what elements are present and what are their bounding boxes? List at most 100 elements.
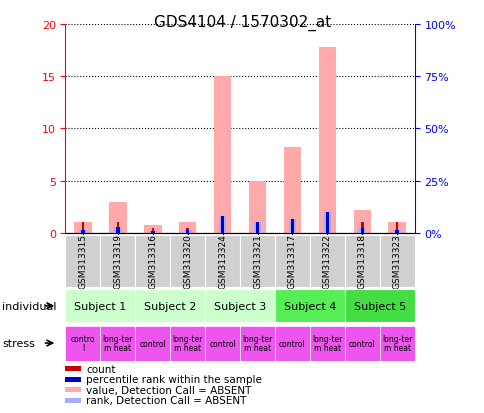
Bar bbox=[179, 223, 196, 233]
Text: Subject 2: Subject 2 bbox=[144, 301, 196, 311]
Bar bbox=[116, 227, 120, 233]
Bar bbox=[135, 235, 170, 287]
Text: Subject 5: Subject 5 bbox=[353, 301, 405, 311]
Text: value, Detection Call = ABSENT: value, Detection Call = ABSENT bbox=[86, 385, 251, 395]
Bar bbox=[65, 235, 100, 287]
Bar bbox=[65, 326, 100, 361]
Text: long-ter
m heat: long-ter m heat bbox=[242, 334, 272, 353]
Bar bbox=[360, 228, 363, 233]
Text: long-ter
m heat: long-ter m heat bbox=[312, 334, 342, 353]
Bar bbox=[325, 223, 328, 233]
Bar bbox=[379, 326, 414, 361]
Bar bbox=[379, 235, 414, 287]
Text: GSM313323: GSM313323 bbox=[392, 234, 401, 289]
Bar bbox=[353, 210, 370, 233]
Bar bbox=[388, 223, 405, 233]
Bar bbox=[74, 223, 91, 233]
Bar bbox=[151, 228, 154, 233]
Text: percentile rank within the sample: percentile rank within the sample bbox=[86, 374, 262, 385]
Bar bbox=[290, 223, 293, 233]
Bar bbox=[240, 235, 274, 287]
Bar bbox=[100, 326, 135, 361]
Text: individual: individual bbox=[2, 301, 57, 311]
Text: GSM313317: GSM313317 bbox=[287, 234, 296, 289]
Text: GSM313316: GSM313316 bbox=[148, 234, 157, 289]
Bar bbox=[309, 235, 344, 287]
Bar bbox=[221, 223, 224, 233]
Bar bbox=[325, 213, 329, 233]
Text: control: control bbox=[139, 339, 166, 348]
Text: control: control bbox=[348, 339, 375, 348]
Bar bbox=[135, 326, 170, 361]
Bar bbox=[290, 220, 294, 233]
Bar bbox=[358, 228, 365, 233]
Text: GSM313320: GSM313320 bbox=[183, 234, 192, 289]
Bar bbox=[344, 290, 414, 323]
Bar bbox=[213, 77, 231, 233]
Bar bbox=[65, 366, 81, 371]
Bar bbox=[360, 223, 363, 233]
Bar bbox=[170, 235, 205, 287]
Text: Subject 1: Subject 1 bbox=[74, 301, 126, 311]
Bar bbox=[114, 227, 121, 233]
Text: Subject 3: Subject 3 bbox=[213, 301, 266, 311]
Bar bbox=[283, 148, 301, 233]
Text: long-ter
m heat: long-ter m heat bbox=[172, 334, 202, 353]
Text: long-ter
m heat: long-ter m heat bbox=[103, 334, 133, 353]
Bar bbox=[218, 216, 226, 233]
Text: GSM313318: GSM313318 bbox=[357, 234, 366, 289]
Bar bbox=[274, 290, 344, 323]
Bar bbox=[144, 225, 161, 233]
Bar bbox=[309, 326, 344, 361]
Bar bbox=[205, 290, 274, 323]
Bar bbox=[255, 223, 259, 233]
Bar bbox=[81, 223, 84, 233]
Bar bbox=[323, 213, 331, 233]
Text: rank, Detection Call = ABSENT: rank, Detection Call = ABSENT bbox=[86, 395, 246, 406]
Bar bbox=[183, 230, 191, 233]
Bar bbox=[65, 398, 81, 403]
Bar bbox=[344, 326, 379, 361]
Bar bbox=[394, 230, 398, 233]
Bar bbox=[186, 228, 189, 233]
Text: long-ter
m heat: long-ter m heat bbox=[381, 334, 411, 353]
Bar bbox=[274, 326, 309, 361]
Bar bbox=[220, 216, 224, 233]
Text: GSM313324: GSM313324 bbox=[218, 234, 227, 289]
Text: stress: stress bbox=[2, 338, 35, 348]
Text: GSM313315: GSM313315 bbox=[78, 234, 87, 289]
Text: Subject 4: Subject 4 bbox=[283, 301, 335, 311]
Bar bbox=[65, 387, 81, 392]
Text: GDS4104 / 1570302_at: GDS4104 / 1570302_at bbox=[153, 14, 331, 31]
Bar bbox=[288, 220, 296, 233]
Bar bbox=[248, 181, 266, 233]
Text: control: control bbox=[209, 339, 236, 348]
Text: contro
l: contro l bbox=[71, 334, 95, 353]
Bar bbox=[149, 231, 156, 233]
Bar bbox=[393, 230, 400, 233]
Bar bbox=[318, 48, 335, 233]
Bar bbox=[205, 235, 240, 287]
Bar bbox=[79, 230, 87, 233]
Text: GSM313321: GSM313321 bbox=[253, 234, 261, 289]
Bar bbox=[81, 230, 85, 233]
Bar bbox=[151, 231, 154, 233]
Bar bbox=[253, 223, 261, 233]
Bar bbox=[344, 235, 379, 287]
Bar bbox=[116, 223, 119, 233]
Bar bbox=[65, 377, 81, 382]
Text: GSM313319: GSM313319 bbox=[113, 234, 122, 289]
Bar bbox=[395, 223, 398, 233]
Bar bbox=[100, 235, 135, 287]
Text: count: count bbox=[86, 364, 116, 374]
Bar bbox=[109, 202, 126, 233]
Text: control: control bbox=[278, 339, 305, 348]
Text: GSM313322: GSM313322 bbox=[322, 234, 331, 289]
Bar bbox=[274, 235, 309, 287]
Bar bbox=[185, 230, 189, 233]
Bar bbox=[205, 326, 240, 361]
Bar bbox=[240, 326, 274, 361]
Bar bbox=[256, 223, 258, 233]
Bar bbox=[170, 326, 205, 361]
Bar bbox=[65, 290, 135, 323]
